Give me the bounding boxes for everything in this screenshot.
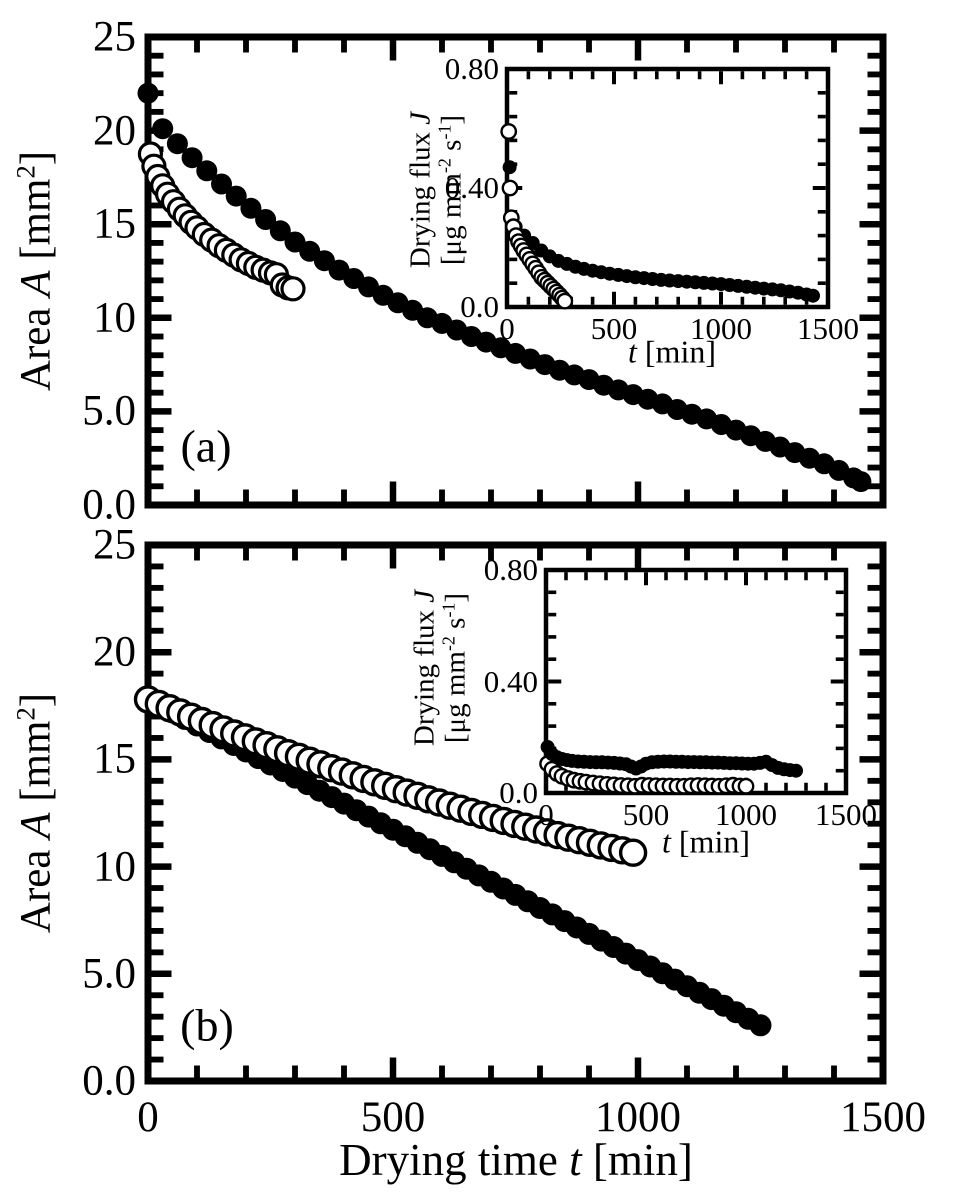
panel-b-inset-filled-circles-series — [540, 740, 803, 778]
panel-a-plot — [137, 33, 887, 509]
panel-a-inset-open-circles-series — [500, 123, 574, 310]
panel-b-filled-circles-series — [137, 688, 772, 1037]
panel-a-filled-circles-series — [137, 82, 872, 493]
panel-a-open-circles-series — [137, 141, 306, 302]
panel-b-plot — [133, 541, 887, 1085]
panel-a-frame — [144, 33, 887, 509]
panel-b-inset-plot — [539, 567, 849, 796]
panel-b-inset-open-circles-series — [539, 755, 755, 795]
panel-a-inset-plot — [500, 66, 831, 310]
panel-a-inset-filled-circles-series — [502, 160, 820, 303]
panel-b-open-circles-series — [133, 685, 648, 867]
panel-b-frame — [144, 541, 887, 1085]
